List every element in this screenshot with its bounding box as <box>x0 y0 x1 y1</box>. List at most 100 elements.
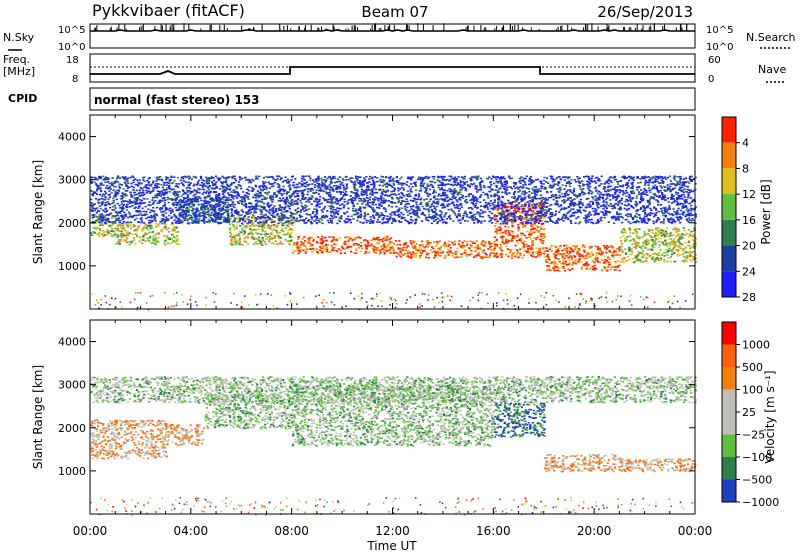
freq-unit: [MHz] <box>3 65 35 78</box>
range-cell <box>652 196 655 198</box>
range-cell <box>255 224 258 227</box>
range-cell <box>293 192 296 195</box>
range-cell <box>562 259 565 261</box>
range-cell <box>97 227 100 230</box>
range-cell <box>255 243 258 245</box>
range-cell <box>374 198 377 201</box>
range-cell <box>427 195 430 197</box>
range-cell <box>451 177 454 180</box>
range-cell <box>224 181 227 184</box>
range-cell <box>525 243 528 246</box>
range-cell <box>643 184 647 186</box>
range-cell <box>192 211 195 214</box>
range-cell <box>238 235 241 238</box>
range-cell <box>446 243 450 245</box>
range-cell <box>384 239 387 242</box>
range-cell <box>430 205 433 208</box>
range-cell <box>609 261 612 264</box>
range-cell <box>595 267 598 270</box>
range-cell <box>181 189 184 191</box>
range-cell <box>574 248 577 250</box>
range-cell <box>134 242 137 245</box>
range-cell <box>100 182 103 184</box>
range-cell <box>647 201 650 203</box>
range-cell <box>556 222 559 224</box>
range-cell <box>107 232 110 234</box>
range-cell <box>672 247 675 250</box>
range-cell <box>397 209 401 212</box>
range-cell <box>537 226 540 228</box>
range-cell <box>453 243 456 246</box>
range-cell <box>388 219 391 221</box>
range-cell <box>97 217 100 220</box>
range-cell <box>549 215 552 218</box>
range-cell <box>390 237 393 239</box>
range-cell <box>609 179 612 182</box>
range-cell <box>613 269 616 271</box>
range-cell <box>363 211 366 214</box>
range-cell <box>544 199 547 201</box>
range-cell <box>577 195 580 197</box>
range-cell <box>692 234 695 236</box>
range-cell <box>629 235 632 238</box>
range-cell <box>476 247 479 250</box>
range-cell <box>679 213 682 216</box>
range-cell <box>194 196 197 199</box>
range-cell <box>274 240 277 242</box>
range-cell <box>354 210 357 213</box>
range-cell <box>524 213 527 215</box>
range-cell <box>304 252 307 254</box>
range-cell <box>325 244 328 247</box>
range-cell <box>101 195 104 197</box>
range-cell <box>664 233 667 236</box>
range-cell <box>192 214 195 216</box>
range-cell <box>427 177 430 180</box>
range-cell <box>676 230 679 233</box>
range-cell <box>293 243 296 245</box>
range-cell <box>434 191 437 194</box>
range-cell <box>634 203 637 206</box>
range-cell <box>331 247 334 249</box>
range-cell <box>479 177 482 180</box>
range-cell <box>624 240 627 243</box>
range-cell <box>163 242 166 245</box>
range-cell <box>526 246 529 248</box>
range-cell <box>351 191 354 194</box>
range-cell <box>172 202 175 204</box>
range-cell <box>324 243 328 246</box>
range-cell <box>648 203 651 206</box>
range-cell <box>590 245 593 248</box>
range-cell <box>249 208 252 211</box>
range-cell <box>528 233 531 236</box>
range-cell <box>631 186 634 189</box>
range-cell <box>286 180 289 183</box>
range-cell <box>640 195 643 198</box>
range-cell <box>651 181 655 184</box>
range-cell <box>528 251 531 254</box>
range-cell <box>288 235 292 238</box>
range-cell <box>273 228 276 231</box>
range-cell <box>421 240 424 243</box>
range-cell <box>678 242 681 245</box>
range-cell <box>355 248 358 250</box>
range-cell <box>523 254 526 257</box>
range-cell <box>687 251 690 254</box>
range-cell <box>479 248 482 251</box>
range-cell <box>563 267 566 269</box>
range-cell <box>230 240 233 242</box>
range-cell <box>156 202 159 205</box>
range-cell <box>214 212 217 214</box>
range-cell <box>119 224 122 227</box>
range-cell <box>513 219 516 222</box>
range-cell <box>135 200 138 203</box>
range-cell <box>309 242 312 245</box>
range-cell <box>446 245 450 248</box>
range-cell <box>504 232 507 234</box>
range-cell <box>388 204 391 207</box>
range-cell <box>526 206 530 209</box>
range-cell <box>633 228 636 231</box>
range-cell <box>519 252 522 255</box>
range-cell <box>267 224 270 226</box>
range-cell <box>447 248 450 251</box>
range-cell <box>174 241 177 244</box>
